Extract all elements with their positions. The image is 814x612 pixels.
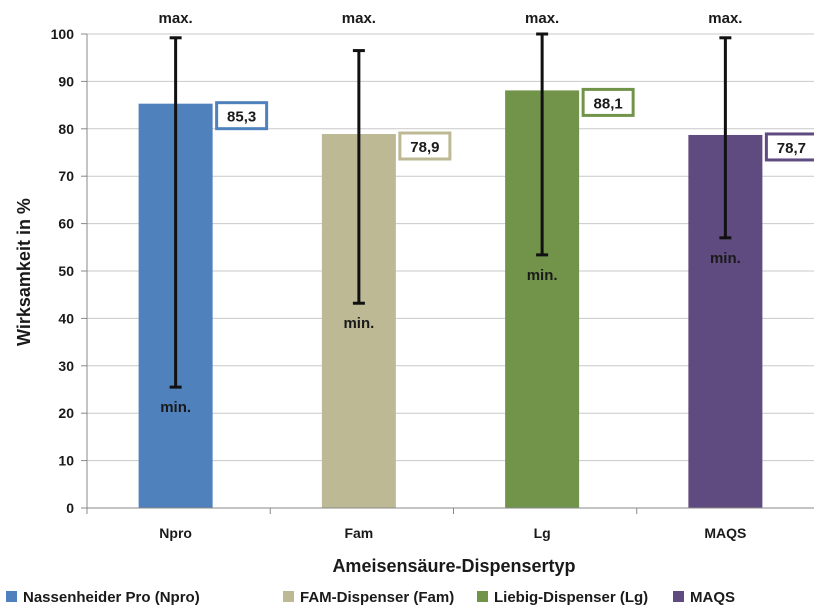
y-tick-label: 60 [58,216,74,232]
y-tick-label: 10 [58,453,74,469]
value-label-box [398,131,452,161]
max-label: max. [159,10,193,27]
x-tick-label: Fam [344,525,373,541]
legend-label: Liebig-Dispenser (Lg) [494,589,648,606]
y-tick-label: 0 [66,500,74,516]
value-label: 78,7 [777,140,806,157]
legend-label: Nassenheider Pro (Npro) [23,589,200,606]
legend-label: FAM-Dispenser (Fam) [300,589,454,606]
x-axis-ticks: Npro Fam Lg MAQS [86,508,746,541]
y-tick-label: 40 [58,310,74,326]
legend-swatch [477,591,488,602]
value-label-box [215,101,269,131]
y-tick-label: 70 [58,168,74,184]
max-label: max. [708,10,742,27]
value-label-box [764,132,814,162]
x-axis-title: Ameisensäure-Dispensertyp [332,556,575,576]
error-bars: max. min. max. min. max. min. max. min. [159,10,743,416]
legend-swatch [673,591,684,602]
legend-swatch [6,591,17,602]
min-label: min. [527,267,558,284]
y-tick-label: 100 [51,26,75,42]
y-tick-label: 80 [58,121,74,137]
y-tick-label: 30 [58,358,74,374]
y-axis-ticks: 0 10 20 30 40 50 60 70 80 90 100 [51,26,87,516]
legend-label: MAQS [690,589,735,606]
legend-swatch [283,591,294,602]
x-tick-label: Npro [159,525,192,541]
bars [138,90,763,508]
y-tick-label: 90 [58,73,74,89]
value-labels: 85,3 78,9 88,1 78,7 [215,87,814,162]
min-label: min. [343,315,374,332]
value-label-box [581,87,635,117]
value-label: 88,1 [594,95,623,112]
max-label: max. [525,10,559,27]
y-tick-label: 20 [58,405,74,421]
y-tick-label: 50 [58,263,74,279]
x-tick-label: Lg [534,525,551,541]
min-label: min. [710,250,741,267]
legend: Nassenheider Pro (Npro) FAM-Dispenser (Fa… [6,589,735,606]
x-tick-label: MAQS [704,525,746,541]
value-label: 78,9 [410,139,439,156]
max-label: max. [342,10,376,27]
value-label: 85,3 [227,109,256,126]
y-axis-title: Wirksamkeit in % [14,198,34,346]
min-label: min. [160,399,191,416]
